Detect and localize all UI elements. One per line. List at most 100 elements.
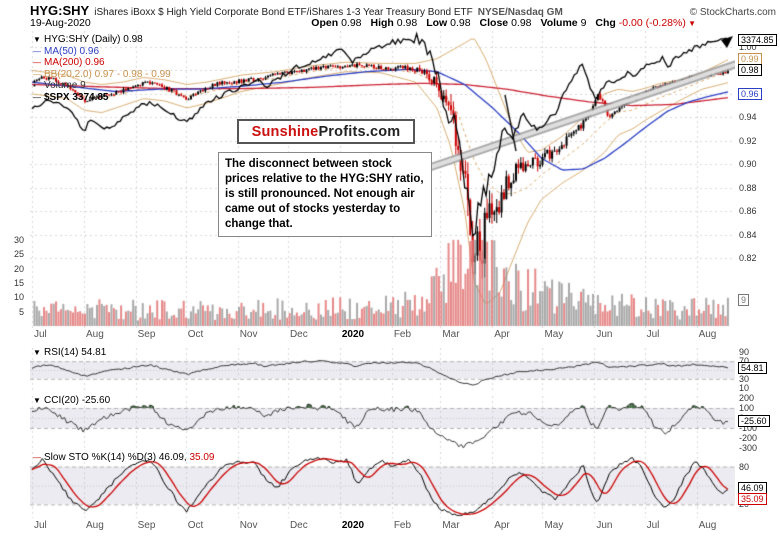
axis-value-box: 9 bbox=[738, 294, 750, 307]
axis-tick-label: 90 bbox=[739, 347, 750, 358]
volume-tick-label: 5 bbox=[18, 306, 24, 317]
legend-text: BB(20,2.0) 0.97 - 0.98 - 0.99 bbox=[44, 68, 171, 80]
main-chart-legend: ▼ HYG:SHY (Daily) 0.98— MA(50) 0.96— MA(200… bbox=[33, 34, 171, 104]
x-axis-month-label: Nov bbox=[239, 329, 258, 340]
axis-value-box: 3374.85 bbox=[738, 34, 777, 47]
cci-label: CCI(20) bbox=[44, 395, 80, 406]
x-axis-month-label: 2020 bbox=[341, 520, 365, 531]
rsi-label: RSI(14) bbox=[44, 347, 79, 358]
quote-high: High 0.98 bbox=[370, 17, 418, 29]
cci-panel-canvas bbox=[30, 396, 735, 450]
x-axis-month-label: Feb bbox=[393, 329, 412, 340]
ticker-description: iShares iBoxx $ High Yield Corporate Bon… bbox=[94, 7, 473, 18]
axis-tick-label: 0.90 bbox=[739, 159, 757, 170]
cci-legend: ▼ CCI(20) -25.60 bbox=[33, 395, 110, 406]
x-axis-month-label: Mar bbox=[442, 520, 460, 531]
volume-tick-label: 20 bbox=[13, 263, 24, 274]
quote-volume: Volume 9 bbox=[540, 17, 587, 29]
rsi-legend: ▼ RSI(14) 54.81 bbox=[33, 347, 106, 358]
x-axis-month-label: Apr bbox=[494, 329, 510, 340]
volume-axis-left: 30 25 20 15 10 5 bbox=[0, 31, 27, 328]
x-axis-month-label: Jun bbox=[596, 520, 613, 531]
x-axis-month-label: Dec bbox=[289, 520, 308, 531]
x-axis-month-label: Sep bbox=[137, 520, 156, 531]
sto-k-value: 46.09, bbox=[158, 452, 187, 463]
axis-value-box: 54.81 bbox=[738, 361, 767, 374]
axis-tick-label: 80 bbox=[739, 461, 750, 472]
axis-tick-label: -100 bbox=[739, 423, 758, 433]
quote-low: Low 0.98 bbox=[426, 17, 471, 29]
x-axis-month-label: Oct bbox=[187, 520, 204, 531]
axis-tick-label: 0.82 bbox=[739, 252, 757, 263]
x-axis-month-label: Nov bbox=[239, 520, 258, 531]
stockcharts-copyright: © StockCharts.com bbox=[689, 7, 776, 18]
sto-d-value: 35.09 bbox=[189, 452, 215, 463]
quote-chg: Chg -0.00 (-0.28%) ▼ bbox=[595, 17, 696, 29]
axis-value-box: 0.98 bbox=[738, 64, 762, 77]
x-axis-month-label: Aug bbox=[698, 520, 717, 531]
axis-tick-label: -300 bbox=[739, 443, 758, 453]
x-axis-month-label: Aug bbox=[698, 329, 717, 340]
price-axis-right: 1.00 0.94 0.92 0.90 0.88 0.86 0.84 0.82 3374.85 0… bbox=[737, 31, 780, 328]
quote-line: 19-Aug-2020 Open 0.98 High 0.98 Low 0.98 Cl… bbox=[30, 17, 696, 30]
x-axis-month-label: Oct bbox=[187, 329, 204, 340]
series-marker-icon: — bbox=[33, 58, 41, 68]
annotation-note-box: The disconnect between stock prices rela… bbox=[218, 152, 432, 237]
x-axis-month-label: Feb bbox=[393, 520, 412, 531]
quote-bar: Open 0.98 High 0.98 Low 0.98 Close 0.98 Volu… bbox=[311, 17, 696, 30]
change-down-icon: ▼ bbox=[685, 19, 696, 28]
axis-value-box: 35.09 bbox=[738, 492, 767, 505]
series-marker-icon: — bbox=[33, 69, 41, 79]
axis-tick-label: 0.92 bbox=[739, 135, 757, 146]
ticker-symbol: HYG:SHY bbox=[30, 3, 90, 18]
axis-tick-label: 70 bbox=[739, 356, 749, 366]
legend-text: $SPX 3374.85 bbox=[44, 91, 109, 103]
x-axis-month-label: Aug bbox=[86, 520, 104, 531]
x-axis-month-label: Jun bbox=[596, 329, 613, 340]
rsi-marker-icon: ▼ bbox=[33, 348, 41, 357]
series-marker-icon: ▪ bbox=[33, 81, 36, 91]
quote-open: Open 0.98 bbox=[311, 17, 362, 29]
legend-text: HYG:SHY (Daily) 0.98 bbox=[44, 34, 143, 45]
cci-axis-right: 2001000-100-200-300-25.60 bbox=[737, 393, 780, 453]
axis-tick-label: 100 bbox=[739, 403, 755, 413]
axis-tick-label: 0.84 bbox=[739, 229, 757, 240]
brand-black-text: Profits.com bbox=[318, 123, 401, 140]
volume-tick-label: 30 bbox=[13, 234, 24, 245]
cci-marker-icon: ▼ bbox=[33, 396, 41, 405]
axis-value-box: 0.96 bbox=[738, 87, 762, 100]
x-axis-month-label: Jul bbox=[646, 520, 660, 531]
sto-marker-icon: — bbox=[33, 453, 41, 462]
legend-item-volume: ▪ Volume 9 bbox=[33, 80, 171, 92]
legend-text: Volume 9 bbox=[44, 80, 86, 92]
axis-value-box: -25.60 bbox=[738, 414, 770, 427]
x-axis-labels-bottom: Jul Aug Sep Oct Nov Dec 2020 Feb Mar Apr May Jun Jul… bbox=[30, 520, 735, 533]
chart-header: HYG:SHY iShares iBoxx $ High Yield Corpo… bbox=[30, 3, 776, 18]
series-marker-icon: — bbox=[33, 46, 41, 56]
series-marker-icon: ▼ bbox=[33, 35, 41, 44]
rsi-panel-canvas bbox=[30, 348, 735, 392]
volume-tick-label: 15 bbox=[13, 277, 24, 288]
x-axis-month-label: Aug bbox=[86, 329, 104, 340]
legend-item-ma-50-: — MA(50) 0.96 bbox=[33, 46, 171, 58]
brand-red-text: Sunshine bbox=[251, 123, 319, 140]
legend-text: MA(50) 0.96 bbox=[44, 45, 100, 57]
x-axis-month-label: Sep bbox=[137, 329, 156, 340]
legend-text: MA(200) 0.96 bbox=[44, 57, 105, 69]
x-axis-month-label: Jul bbox=[646, 329, 660, 340]
axis-tick-label: 0.86 bbox=[739, 206, 757, 217]
sto-label: Slow STO %K(14) %D(3) bbox=[44, 452, 157, 463]
x-axis-month-label: Apr bbox=[494, 520, 510, 531]
axis-tick-label: 0.88 bbox=[739, 182, 757, 193]
axis-tick-label: 0.94 bbox=[739, 112, 757, 123]
x-axis-month-label: Dec bbox=[289, 329, 308, 340]
x-axis-month-label: Mar bbox=[442, 329, 460, 340]
series-marker-icon: — bbox=[33, 92, 41, 102]
axis-tick-label: -200 bbox=[739, 433, 758, 443]
legend-item-ma-200-: — MA(200) 0.96 bbox=[33, 57, 171, 69]
axis-tick-label: 10 bbox=[739, 382, 750, 393]
stochastic-legend: — Slow STO %K(14) %D(3) 46.09, 35.09 bbox=[33, 452, 214, 463]
quote-close: Close 0.98 bbox=[479, 17, 532, 29]
